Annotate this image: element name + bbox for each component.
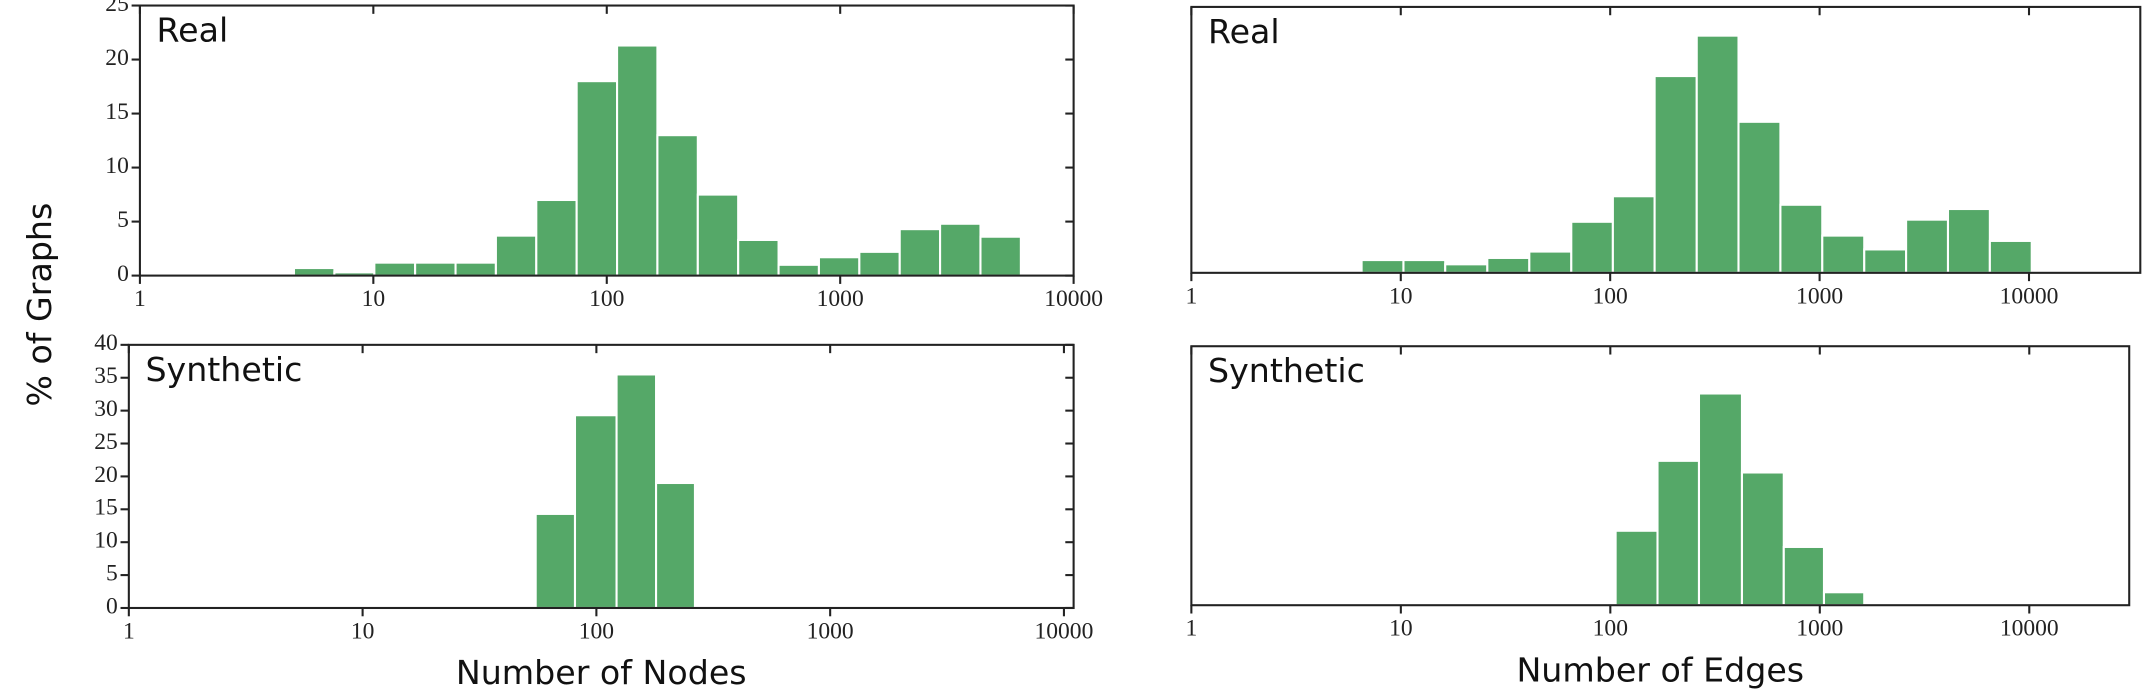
bar — [615, 373, 658, 610]
x-tick-label: 1 — [123, 618, 135, 644]
panel-label: Synthetic — [145, 350, 302, 389]
bar — [1695, 34, 1740, 274]
x-axis-label: Number of Nodes — [456, 653, 747, 692]
bar — [494, 234, 538, 277]
x-tick-label: 10000 — [1044, 286, 1103, 312]
y-tick-label: 0 — [117, 261, 129, 287]
y-tick-label: 25 — [105, 0, 129, 17]
bar — [1486, 256, 1531, 274]
y-tick-label: 10 — [105, 153, 129, 179]
y-tick-label: 20 — [105, 45, 129, 71]
y-tick-label: 5 — [106, 560, 118, 586]
y-axis-label: % of Graphs — [20, 203, 59, 407]
x-tick-label: 100 — [1593, 616, 1628, 642]
bar — [1822, 591, 1866, 607]
bar — [655, 481, 696, 610]
y-tick-label: 0 — [106, 593, 118, 619]
bar — [573, 414, 618, 610]
bar — [1905, 218, 1950, 274]
bar — [1611, 195, 1656, 274]
x-tick-label: 1 — [1185, 616, 1197, 642]
panel-label: Real — [157, 11, 229, 50]
y-tick-label: 10 — [94, 528, 118, 554]
y-tick-label: 5 — [117, 207, 129, 233]
bar — [1402, 259, 1447, 274]
x-tick-label: 10 — [362, 286, 386, 312]
panel-label: Synthetic — [1208, 351, 1365, 390]
bar — [414, 261, 457, 277]
x-tick-label: 1 — [134, 286, 146, 312]
bar — [1946, 207, 1991, 274]
x-tick-label: 1000 — [807, 618, 854, 644]
y-tick-label: 35 — [94, 363, 118, 389]
plot-frame — [1190, 5, 2142, 274]
bar — [454, 261, 497, 277]
x-tick-label: 10000 — [2000, 283, 2059, 309]
x-tick-label: 10000 — [1035, 618, 1094, 644]
x-tick-label: 1000 — [1796, 283, 1843, 309]
plot-frame — [1190, 345, 2131, 607]
bar — [777, 263, 820, 277]
y-tick-label: 25 — [94, 429, 118, 455]
x-tick-label: 100 — [589, 286, 624, 312]
bar — [1737, 120, 1782, 274]
x-tick-label: 1 — [1185, 283, 1197, 309]
bar — [737, 238, 780, 277]
bar — [656, 134, 699, 277]
bar — [858, 250, 901, 277]
bar — [1988, 239, 2033, 274]
bar — [817, 256, 861, 277]
x-tick-label: 100 — [1593, 283, 1628, 309]
bar — [979, 235, 1022, 277]
y-tick-label: 40 — [94, 330, 118, 356]
bar — [1614, 529, 1659, 607]
y-tick-label: 30 — [94, 396, 118, 422]
bar — [898, 228, 942, 277]
bar — [373, 261, 417, 277]
bar — [1697, 392, 1743, 607]
bar — [1528, 250, 1573, 274]
y-tick-label: 15 — [105, 99, 129, 125]
bar — [575, 80, 619, 277]
bar — [696, 193, 740, 277]
bar — [1653, 75, 1698, 274]
x-tick-label: 10 — [1389, 616, 1413, 642]
x-axis-label: Number of Edges — [1516, 650, 1804, 689]
bar — [534, 512, 577, 610]
panel-label: Real — [1208, 12, 1280, 51]
bar — [1360, 259, 1405, 274]
x-tick-label: 10 — [351, 618, 375, 644]
bar — [1570, 220, 1614, 274]
bar — [1782, 545, 1826, 607]
bar — [1863, 248, 1908, 274]
bar — [1779, 203, 1824, 274]
bar — [1656, 459, 1701, 607]
bar — [292, 266, 336, 277]
bar — [616, 44, 659, 277]
bar — [1444, 263, 1489, 274]
x-tick-label: 10 — [1389, 283, 1413, 309]
bar — [1740, 471, 1785, 607]
y-tick-label: 15 — [94, 495, 118, 521]
bar — [939, 222, 982, 277]
x-tick-label: 1000 — [1796, 616, 1843, 642]
x-tick-label: 1000 — [817, 286, 864, 312]
x-tick-label: 10000 — [2000, 616, 2059, 642]
y-tick-label: 20 — [94, 462, 118, 488]
bar — [1821, 234, 1866, 274]
x-tick-label: 100 — [579, 618, 614, 644]
bar — [535, 198, 578, 277]
